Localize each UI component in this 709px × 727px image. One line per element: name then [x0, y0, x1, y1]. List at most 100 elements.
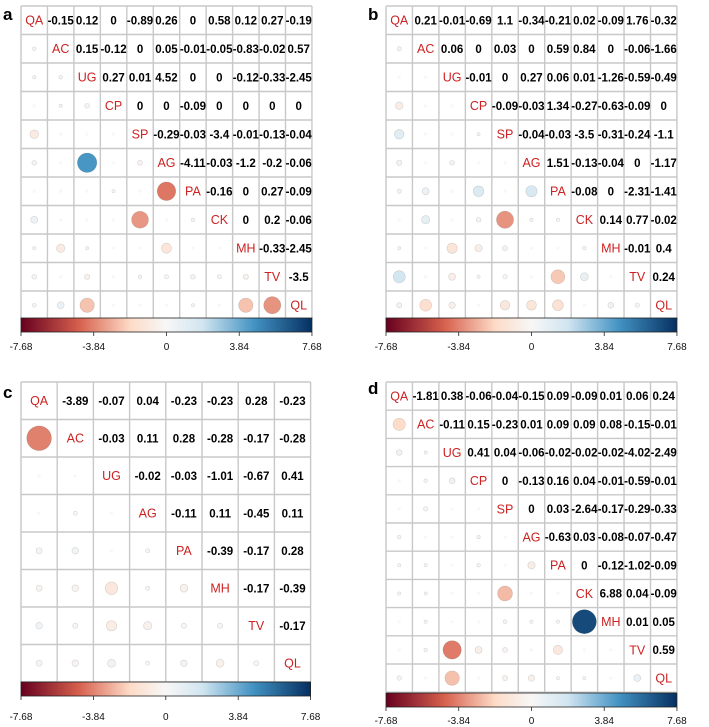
- variable-label-pa: PA: [185, 185, 201, 199]
- correlation-circle: [527, 561, 536, 570]
- correlation-circle: [423, 619, 428, 624]
- correlation-circle: [73, 474, 77, 478]
- correlation-circle: [424, 104, 428, 108]
- correlation-circle: [164, 303, 169, 307]
- value-label: 0: [137, 44, 143, 56]
- value-label: 0.27: [261, 15, 283, 27]
- value-label: -0.01: [465, 72, 492, 84]
- correlation-circle: [396, 188, 402, 194]
- value-label: 0.4: [656, 243, 673, 255]
- correlation-circle: [475, 217, 482, 223]
- value-label: -0.01: [624, 243, 651, 255]
- correlation-circle: [161, 242, 172, 254]
- value-label: -0.63: [545, 532, 571, 544]
- correlation-circle: [525, 185, 538, 198]
- correlation-circle: [77, 152, 98, 173]
- value-label: 1.51: [547, 158, 570, 170]
- value-label: -1.81: [413, 391, 440, 403]
- correlation-circle: [609, 648, 613, 652]
- value-label: -0.01: [651, 419, 678, 431]
- value-label: -0.49: [651, 72, 677, 84]
- value-label: -0.13: [571, 158, 597, 170]
- value-label: 0: [163, 101, 169, 113]
- value-label: -0.47: [651, 532, 677, 544]
- correlation-circle: [529, 217, 534, 222]
- value-label: -0.28: [279, 433, 306, 445]
- variable-label-ug: UG: [443, 71, 462, 85]
- correlation-circle: [145, 660, 151, 666]
- correlation-circle: [448, 477, 456, 484]
- correlation-circle: [72, 622, 79, 629]
- correlation-circle: [217, 274, 222, 280]
- color-bar-tick-label: 0: [529, 342, 535, 353]
- value-label: -0.23: [207, 396, 233, 408]
- value-label: 0: [475, 44, 481, 56]
- correlation-circle: [156, 181, 177, 201]
- value-label: -4.11: [180, 158, 206, 170]
- correlation-circle: [179, 584, 189, 593]
- correlation-circle: [424, 676, 428, 680]
- correlation-circle: [442, 640, 462, 660]
- correlation-circle: [35, 584, 43, 592]
- value-label: 0: [216, 72, 222, 84]
- value-label: 0.09: [547, 419, 569, 431]
- color-bar-tick-label: 3.84: [229, 342, 249, 353]
- panel-letter: a: [3, 5, 13, 24]
- correlation-circle: [71, 584, 79, 592]
- correlation-circle: [476, 161, 481, 165]
- value-label: 0.59: [547, 44, 569, 56]
- correlation-circle: [609, 676, 613, 680]
- value-label: 0: [190, 15, 196, 27]
- correlation-circle: [191, 246, 195, 250]
- value-label: 0: [243, 215, 249, 227]
- correlation-circle: [397, 591, 402, 596]
- value-label: 0.05: [155, 44, 178, 56]
- correlation-circle: [84, 103, 90, 109]
- correlation-circle: [79, 297, 95, 313]
- value-label: -0.02: [651, 215, 677, 227]
- variable-label-cp: CP: [470, 474, 487, 488]
- value-label: 0: [608, 44, 614, 56]
- correlation-circle: [35, 622, 43, 630]
- correlation-circle: [109, 549, 114, 553]
- variable-label-ug: UG: [443, 446, 462, 460]
- correlation-circle: [111, 218, 116, 222]
- correlation-circle: [503, 563, 507, 567]
- variable-label-tv: TV: [629, 643, 646, 657]
- correlation-circle: [419, 299, 432, 312]
- correlation-circle: [29, 129, 39, 139]
- variable-label-tv: TV: [629, 270, 646, 284]
- correlation-circle: [424, 132, 428, 136]
- correlation-circle: [633, 674, 642, 682]
- value-label: 0.08: [600, 419, 623, 431]
- value-label: -0.12: [100, 44, 126, 56]
- correlation-circle: [424, 75, 428, 79]
- value-label: -0.16: [206, 186, 232, 198]
- correlation-circle: [109, 511, 114, 515]
- value-label: 0.01: [600, 391, 623, 403]
- correlation-circle: [529, 275, 534, 279]
- correlation-circle: [397, 535, 402, 540]
- value-label: 0.41: [467, 448, 490, 460]
- value-label: 0.24: [653, 391, 676, 403]
- correlation-circle: [502, 245, 508, 252]
- correlation-circle: [72, 510, 78, 516]
- value-label: -0.01: [233, 129, 260, 141]
- correlation-circle: [396, 302, 403, 309]
- value-label: -0.23: [492, 419, 518, 431]
- correlation-circle: [59, 189, 63, 193]
- correlation-circle: [476, 563, 481, 568]
- value-label: 0.59: [653, 645, 675, 657]
- correlation-circle: [56, 243, 66, 253]
- correlation-circle: [448, 301, 456, 309]
- value-label: 0.15: [76, 44, 99, 56]
- panel-letter: d: [368, 379, 378, 398]
- value-label: -1.01: [207, 471, 234, 483]
- variable-label-mh: MH: [236, 242, 255, 256]
- value-label: 1.76: [626, 15, 648, 27]
- correlation-circle: [474, 646, 483, 654]
- correlation-circle: [529, 619, 534, 624]
- value-label: -0.09: [286, 186, 312, 198]
- correlation-circle: [556, 676, 560, 681]
- correlation-circle: [191, 303, 195, 308]
